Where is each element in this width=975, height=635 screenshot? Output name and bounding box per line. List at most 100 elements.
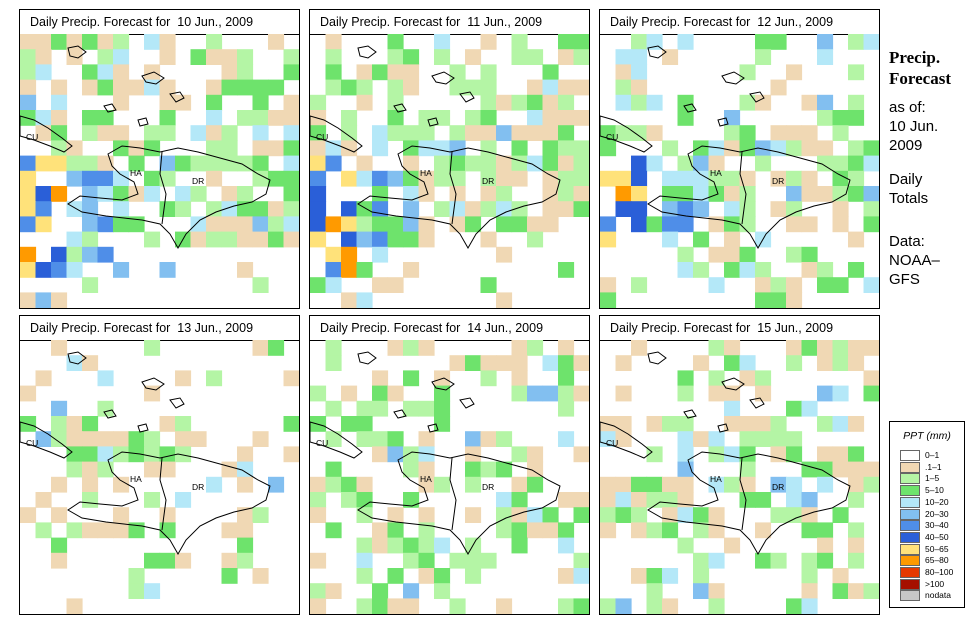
coastline [647,351,667,365]
coastline [103,409,117,419]
precip-cell [82,492,99,508]
precip-cell [739,140,756,157]
precip-cell [677,216,694,233]
country-label: CU [606,132,618,142]
precip-cell [786,246,803,263]
legend-title: PPT (mm) [903,430,951,442]
precip-cell [542,94,559,111]
legend-swatch [900,450,920,461]
precip-cell [677,537,694,554]
precip-cell [341,110,358,126]
precip-cell [631,64,648,81]
precip-cell [465,155,482,172]
precip-cell [283,110,299,126]
precip-cell [558,537,575,554]
panel-title: Daily Precip. Forecast for 15 Jun., 2009 [600,316,879,341]
precip-cell [341,385,358,402]
precip-cell [511,340,528,356]
daily-line2: Totals [889,190,929,207]
precip-cell [387,598,404,614]
precip-cell [341,246,358,263]
coastline [141,71,165,85]
precip-cell [434,400,451,417]
precip-cell [739,186,756,202]
precip-cell [480,140,497,157]
precip-cell [542,110,559,126]
precip-cell [35,34,52,50]
precip-cell [341,79,358,96]
precip-cell [480,186,497,202]
precip-cell [755,34,772,50]
precip-cell [770,277,787,293]
precip-cell [801,568,818,584]
precip-cell [708,186,725,202]
precip-cell [159,522,176,539]
precip-cell [325,340,342,356]
precip-cell [573,385,589,402]
precip-cell [832,277,849,293]
precip-cell [113,476,130,493]
precip-cell [51,416,68,432]
precip-cell [724,216,741,233]
precip-cell [693,140,710,157]
precip-cell [465,461,482,478]
precip-cell [708,552,725,569]
precip-cell [863,385,879,402]
precip-cell [418,340,435,356]
precip-cell [739,246,756,263]
precip-cell [387,64,404,81]
precip-cell [496,186,513,202]
precip-cell [770,431,787,447]
coastline [647,451,851,556]
precip-cell [693,170,710,187]
precip-cell [341,140,358,157]
precip-cell [97,446,114,463]
sidebar-data-source: Data: NOAA– GFS [889,232,940,289]
precip-cell [708,216,725,233]
precip-cell [403,400,420,417]
precip-cell [97,246,114,263]
precip-cell [646,155,663,172]
precip-cell [372,277,389,293]
precip-cell [35,201,52,217]
precip-cell [573,186,589,202]
precip-cell [786,340,803,356]
precip-cell [770,125,787,141]
precip-cell [755,155,772,172]
precip-cell [283,64,299,81]
precip-cell [600,507,617,523]
precip-cell [449,186,466,202]
precip-cell [20,246,37,263]
precip-cell [558,598,575,614]
precip-cell [817,34,834,50]
precip-cell [786,598,803,614]
precip-cell [693,583,710,599]
precip-cell [252,507,269,523]
precip-cell [372,583,389,599]
precip-cell [221,216,238,233]
precip-cell [755,49,772,65]
precip-cell [190,155,207,172]
precip-cell [310,231,327,248]
precip-cell [677,476,694,493]
precip-cell [527,216,544,233]
precip-map: CU HA DR [20,340,299,614]
country-border [739,457,747,531]
precip-cell [283,125,299,141]
precip-cell [175,446,192,463]
precip-cell [51,262,68,278]
precip-cell [646,94,663,111]
precip-cell [724,125,741,141]
precip-cell [801,400,818,417]
precip-cell [693,507,710,523]
precip-cell [863,34,879,50]
precip-cell [387,34,404,50]
precip-cell [511,522,528,539]
precip-cell [832,568,849,584]
precip-cell [801,170,818,187]
forecast-panel-5: Daily Precip. Forecast for 14 Jun., 2009… [309,315,590,615]
precip-cell [175,186,192,202]
precip-cell [615,431,632,447]
precip-cell [631,277,648,293]
precip-cell [144,583,161,599]
